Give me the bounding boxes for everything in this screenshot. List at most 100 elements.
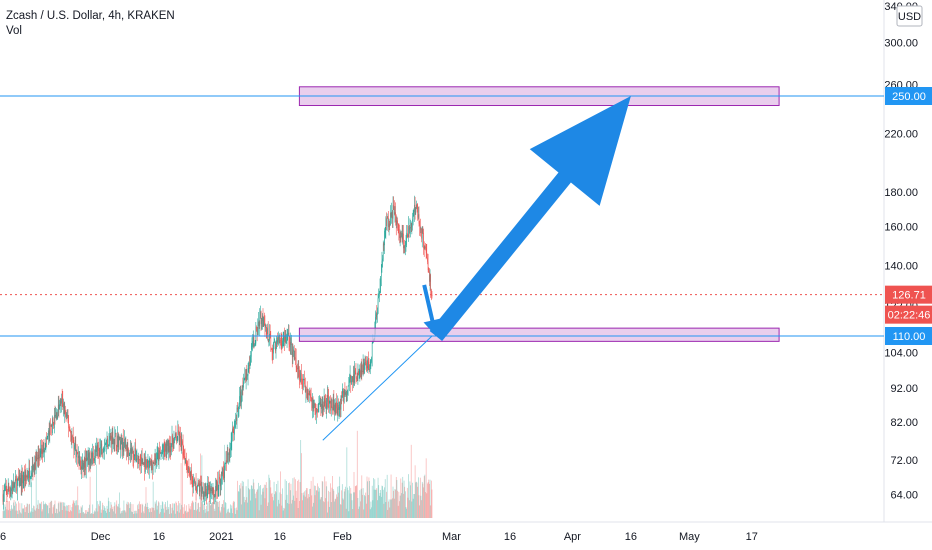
candle-body: [261, 320, 262, 325]
candle-body: [267, 328, 269, 342]
candle-body: [171, 435, 173, 446]
volume-bar: [119, 507, 121, 518]
volume-bar: [248, 488, 250, 518]
candle-body: [258, 321, 259, 327]
candle-body: [408, 226, 409, 238]
candle-body: [343, 390, 345, 403]
candle-body: [90, 463, 92, 465]
volume-bar: [20, 512, 21, 518]
candle-body: [89, 452, 90, 466]
candle-body: [4, 489, 6, 491]
volume-bar: [217, 501, 218, 518]
candle-body: [286, 335, 288, 340]
volume-bar: [327, 501, 329, 518]
price-labels: 250.00 126.71 02:22:46 110.00: [885, 87, 932, 345]
candle-body: [306, 389, 307, 391]
volume-bar: [151, 507, 153, 518]
candle-body: [12, 487, 14, 491]
volume-bar: [332, 489, 334, 518]
volume-bar: [203, 509, 205, 518]
volume-label[interactable]: Vol: [6, 25, 22, 37]
time-axis[interactable]: 6 Dec 16 2021 16 Feb Mar 16 Apr 16 May 17: [0, 531, 758, 543]
volume-bar: [73, 501, 75, 518]
candle-body: [328, 397, 329, 409]
volume-bar: [348, 511, 350, 518]
volume-bar: [243, 496, 245, 518]
candle-body: [91, 452, 93, 458]
volume-bar: [384, 479, 386, 518]
candle-body: [281, 343, 283, 347]
candle-body: [416, 204, 418, 209]
volume-bar: [377, 500, 378, 518]
candle-body: [411, 221, 413, 228]
candle-body: [243, 381, 244, 388]
chart-legend[interactable]: Zcash / U.S. Dollar, 4h, KRAKEN Vol: [6, 9, 175, 39]
volume-bar: [384, 487, 385, 518]
candle-body: [397, 224, 399, 230]
volume-bar: [392, 486, 394, 518]
candle-body: [297, 366, 299, 370]
candle-body: [293, 349, 294, 352]
candle-body: [313, 405, 314, 409]
volume-bar: [328, 490, 329, 518]
volume-bar: [223, 507, 225, 518]
volume-bar: [304, 496, 306, 518]
volume-bar: [302, 492, 304, 518]
candle-body: [201, 491, 203, 494]
candle-body: [264, 317, 265, 325]
candle-body: [197, 486, 198, 492]
candle-body: [86, 457, 88, 461]
candle-body: [176, 437, 177, 442]
volume-bar: [143, 511, 144, 518]
candle-body: [134, 448, 136, 457]
volume-bar: [58, 501, 60, 518]
candle-body: [286, 339, 287, 344]
y-tick-label: 220.00: [884, 128, 918, 140]
candle-body: [424, 246, 426, 249]
candle-body: [235, 417, 236, 422]
candle-body: [320, 401, 322, 409]
price-axis[interactable]: 340.00300.00260.00220.00180.00160.00140.…: [884, 1, 923, 501]
volume-bar: [262, 491, 264, 518]
volume-bar: [346, 447, 348, 518]
candle-body: [120, 441, 121, 450]
candle-body: [139, 460, 141, 461]
candle-body: [312, 397, 313, 409]
candle-body: [11, 487, 13, 489]
volume-bar: [65, 506, 66, 518]
candle-body: [76, 449, 78, 453]
candle-body: [195, 482, 196, 486]
volume-bar: [197, 503, 199, 518]
candle-body: [381, 266, 382, 277]
candle-body: [271, 349, 272, 351]
candle-body: [54, 415, 55, 429]
volume-bar: [275, 492, 277, 518]
volume-bar: [252, 488, 253, 518]
volume-bar: [165, 506, 167, 518]
candle-body: [266, 329, 268, 335]
candle-body: [246, 369, 248, 377]
volume-bar: [182, 507, 184, 518]
candle-body: [151, 460, 153, 465]
volume-bar: [187, 511, 189, 518]
drawings-layer[interactable]: [0, 86, 884, 441]
candle-body: [347, 389, 348, 395]
volume-bar: [414, 494, 415, 518]
volume-bar: [416, 482, 418, 518]
candle-body: [113, 439, 115, 444]
candle-body: [222, 468, 223, 475]
candle-body: [278, 335, 280, 344]
volume-bar: [81, 505, 83, 518]
candle-body: [122, 437, 124, 452]
candle-body: [384, 230, 385, 246]
volume-bar: [289, 490, 291, 518]
symbol-title[interactable]: Zcash / U.S. Dollar, 4h, KRAKEN: [6, 10, 175, 22]
volume-bar: [88, 508, 90, 518]
candle-body: [255, 326, 257, 344]
volume-bar: [204, 502, 205, 518]
volume-bar: [4, 504, 6, 518]
volume-bar: [334, 501, 335, 518]
candle-body: [189, 468, 190, 476]
candle-body: [234, 421, 236, 422]
